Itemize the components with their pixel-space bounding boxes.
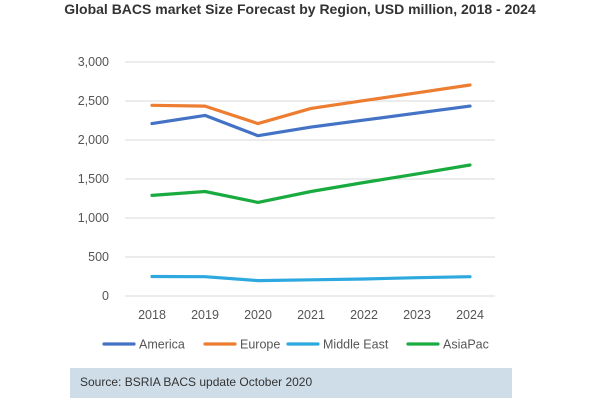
legend-label: America — [139, 338, 185, 352]
x-tick-label: 2021 — [297, 308, 325, 322]
x-tick-label: 2019 — [191, 308, 219, 322]
x-tick-label: 2024 — [456, 308, 484, 322]
y-tick-label: 2,500 — [78, 94, 109, 108]
x-tick-label: 2023 — [403, 308, 431, 322]
y-axis-ticks: 0 500 1,000 1,500 2,000 2,500 3,000 — [78, 55, 109, 303]
source-note: Source: BSRIA BACS update October 2020 — [80, 375, 313, 389]
series-line-middle-east — [150, 274, 472, 283]
chart-title: Global BACS market Size Forecast by Regi… — [64, 1, 536, 17]
legend-label: Middle East — [323, 338, 389, 352]
y-tick-label: 1,500 — [78, 172, 109, 186]
y-tick-label: 500 — [88, 250, 109, 264]
series-line-europe — [150, 83, 472, 126]
y-tick-label: 1,000 — [78, 211, 109, 225]
y-tick-label: 0 — [102, 289, 109, 303]
x-tick-label: 2018 — [138, 308, 166, 322]
x-tick-label: 2022 — [350, 308, 378, 322]
source-note-box: Source: BSRIA BACS update October 2020 — [70, 368, 512, 398]
legend-label: Europe — [240, 338, 280, 352]
x-tick-label: 2020 — [244, 308, 272, 322]
series-line-asiapac — [150, 163, 472, 204]
legend: America Europe Middle East AsiaPac — [102, 338, 489, 352]
gridlines — [125, 61, 495, 297]
series-lines — [150, 83, 472, 283]
y-tick-label: 3,000 — [78, 55, 109, 69]
legend-label: AsiaPac — [443, 338, 489, 352]
y-tick-label: 2,000 — [78, 133, 109, 147]
x-axis-ticks: 2018 2019 2020 2021 2022 2023 2024 — [138, 308, 484, 322]
series-line-america — [150, 104, 472, 138]
